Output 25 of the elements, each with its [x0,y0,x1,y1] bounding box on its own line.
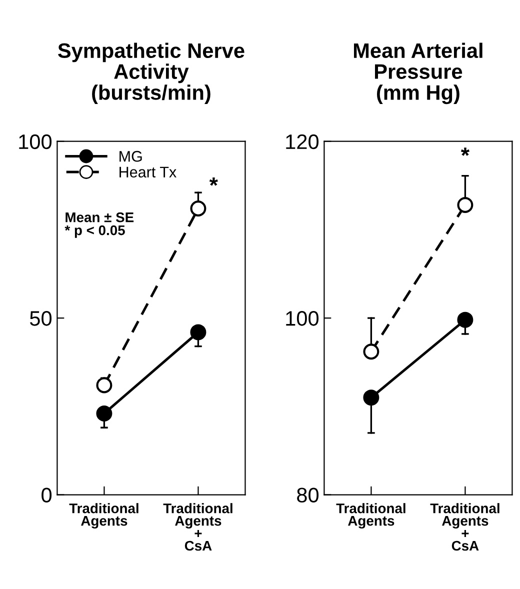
point [96,377,112,394]
y-tick-label: 100 [19,134,52,150]
point [457,196,474,213]
y-tick-label: 80 [297,488,319,503]
annotation: Mean ± SE * p < 0.05 [64,212,134,238]
point [190,200,206,216]
point [96,405,112,422]
annotation: * [460,148,470,156]
annotation: * [209,178,218,186]
chart-title: Mean Arterial Pressure (mm Hg) [354,42,482,104]
y-tick-label: 120 [286,134,319,150]
chart-title: Sympathetic Nerve Activity (bursts/min) [58,42,244,104]
point [190,324,206,340]
x-tick-label: Traditional Agents [69,503,138,529]
point [457,312,474,328]
legend-label: MG [120,150,142,162]
y-tick-label: 0 [42,488,52,503]
y-tick-label: 100 [286,311,319,326]
point [363,344,380,360]
legend-label: Heart Tx [120,166,176,178]
x-tick-label: Traditional Agents + CsA [430,503,500,551]
x-tick-label: Traditional Agents [336,503,406,529]
point [363,390,380,406]
y-tick-label: 50 [30,311,52,326]
x-tick-label: Traditional Agents + CsA [163,503,232,551]
